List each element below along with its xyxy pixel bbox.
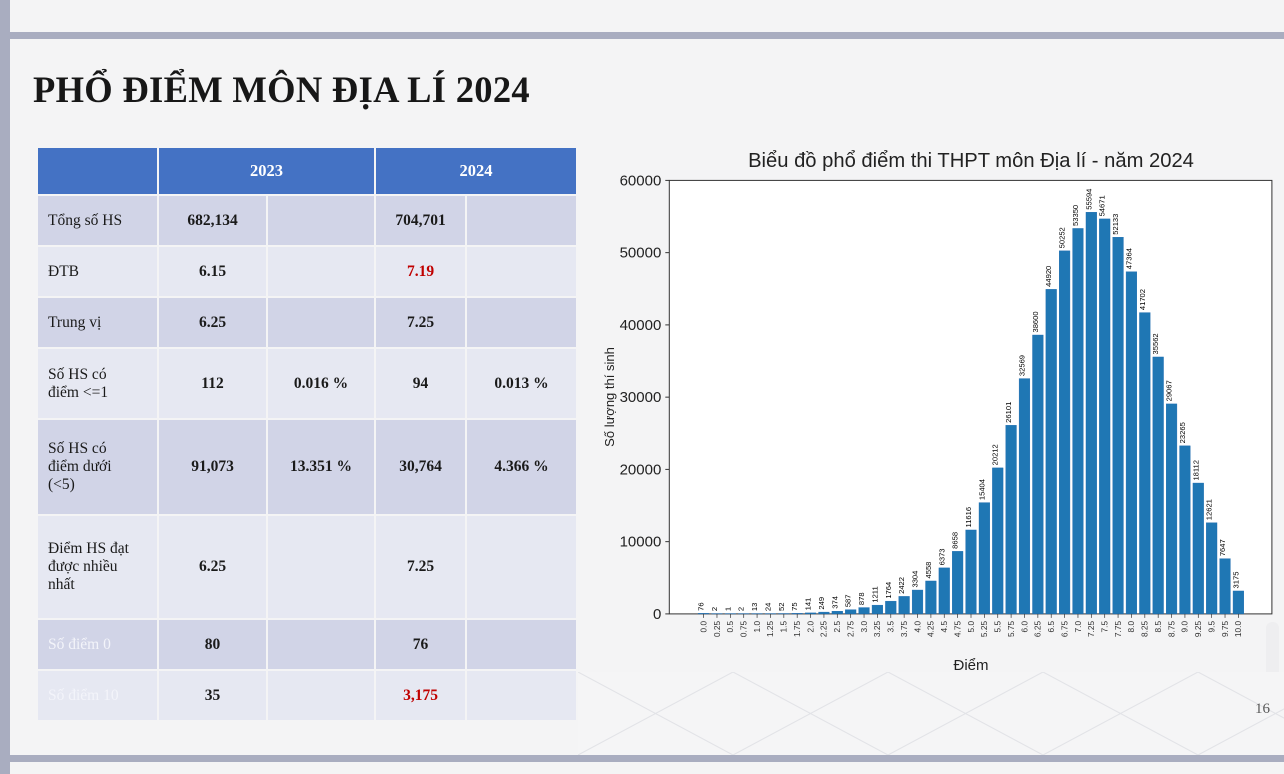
svg-text:41702: 41702 <box>1138 289 1147 310</box>
svg-text:3.5: 3.5 <box>886 621 896 633</box>
svg-text:23265: 23265 <box>1178 422 1187 443</box>
svg-text:3.25: 3.25 <box>872 621 882 638</box>
svg-text:8.5: 8.5 <box>1153 621 1163 633</box>
svg-text:8.25: 8.25 <box>1140 621 1150 638</box>
svg-text:44920: 44920 <box>1044 266 1053 287</box>
svg-text:4.25: 4.25 <box>926 621 936 638</box>
svg-text:5.0: 5.0 <box>966 621 976 633</box>
svg-text:2.25: 2.25 <box>819 621 829 638</box>
svg-text:7.25: 7.25 <box>1086 621 1096 638</box>
svg-text:60000: 60000 <box>620 172 662 189</box>
svg-text:52: 52 <box>777 603 786 611</box>
svg-text:13: 13 <box>750 603 759 611</box>
svg-text:4.0: 4.0 <box>912 621 922 633</box>
svg-text:1.25: 1.25 <box>765 621 775 638</box>
svg-text:Số lượng thí sinh: Số lượng thí sinh <box>602 347 617 447</box>
svg-text:5.75: 5.75 <box>1006 621 1016 638</box>
svg-text:76: 76 <box>697 602 706 610</box>
svg-text:1.0: 1.0 <box>752 621 762 633</box>
svg-text:1: 1 <box>723 607 732 611</box>
svg-text:11616: 11616 <box>964 507 973 528</box>
svg-text:40000: 40000 <box>620 317 662 334</box>
svg-text:32569: 32569 <box>1017 355 1026 376</box>
svg-text:7.75: 7.75 <box>1113 621 1123 638</box>
svg-text:3304: 3304 <box>911 571 920 588</box>
svg-text:0: 0 <box>653 606 661 623</box>
svg-text:9.25: 9.25 <box>1193 621 1203 638</box>
svg-text:24: 24 <box>763 603 772 611</box>
svg-text:0.5: 0.5 <box>725 621 735 633</box>
svg-text:6.75: 6.75 <box>1059 621 1069 638</box>
svg-text:141: 141 <box>804 598 813 611</box>
svg-text:Biểu đồ phổ điểm thi THPT môn: Biểu đồ phổ điểm thi THPT môn Địa lí - n… <box>748 150 1194 172</box>
svg-text:2: 2 <box>737 607 746 611</box>
svg-text:3175: 3175 <box>1231 572 1240 589</box>
svg-text:1.75: 1.75 <box>792 621 802 638</box>
svg-text:47364: 47364 <box>1124 248 1133 269</box>
svg-text:38600: 38600 <box>1031 311 1040 332</box>
svg-text:20000: 20000 <box>620 461 662 478</box>
svg-text:50252: 50252 <box>1058 227 1067 248</box>
svg-text:55594: 55594 <box>1084 189 1093 210</box>
svg-text:30000: 30000 <box>620 389 662 406</box>
svg-text:8658: 8658 <box>951 532 960 549</box>
svg-text:0.25: 0.25 <box>712 621 722 638</box>
svg-text:1.5: 1.5 <box>779 621 789 633</box>
svg-text:10.0: 10.0 <box>1233 621 1243 638</box>
svg-text:52133: 52133 <box>1111 214 1120 235</box>
svg-text:2.75: 2.75 <box>845 621 855 638</box>
svg-text:35562: 35562 <box>1151 333 1160 354</box>
svg-text:4558: 4558 <box>924 562 933 579</box>
svg-text:7.5: 7.5 <box>1100 621 1110 633</box>
svg-text:26101: 26101 <box>1004 402 1013 423</box>
svg-text:587: 587 <box>844 594 853 607</box>
svg-text:53350: 53350 <box>1071 205 1080 226</box>
svg-text:20212: 20212 <box>991 444 1000 465</box>
svg-text:9.75: 9.75 <box>1220 621 1230 638</box>
svg-text:75: 75 <box>790 602 799 610</box>
svg-text:878: 878 <box>857 592 866 605</box>
svg-text:5.5: 5.5 <box>993 621 1003 633</box>
svg-text:2.5: 2.5 <box>832 621 842 633</box>
svg-text:6.0: 6.0 <box>1019 621 1029 633</box>
svg-text:9.5: 9.5 <box>1206 621 1216 633</box>
svg-text:10000: 10000 <box>620 534 662 551</box>
svg-text:50000: 50000 <box>620 245 662 262</box>
svg-text:4.75: 4.75 <box>952 621 962 638</box>
svg-text:0.0: 0.0 <box>698 621 708 633</box>
svg-text:12621: 12621 <box>1205 499 1214 520</box>
svg-text:3.0: 3.0 <box>859 621 869 633</box>
svg-text:8.0: 8.0 <box>1126 621 1136 633</box>
svg-text:2.0: 2.0 <box>805 621 815 633</box>
svg-text:2422: 2422 <box>897 577 906 594</box>
svg-text:6.5: 6.5 <box>1046 621 1056 633</box>
svg-text:1211: 1211 <box>870 586 879 602</box>
svg-text:7647: 7647 <box>1218 539 1227 556</box>
svg-text:5.25: 5.25 <box>979 621 989 638</box>
svg-text:374: 374 <box>830 596 839 609</box>
svg-text:1764: 1764 <box>884 582 893 599</box>
svg-text:249: 249 <box>817 597 826 610</box>
svg-text:6.25: 6.25 <box>1033 621 1043 638</box>
svg-text:0.75: 0.75 <box>739 621 749 638</box>
svg-text:7.0: 7.0 <box>1073 621 1083 633</box>
svg-text:18112: 18112 <box>1191 460 1200 481</box>
svg-text:8.75: 8.75 <box>1166 621 1176 638</box>
svg-text:29067: 29067 <box>1165 380 1174 401</box>
svg-text:54671: 54671 <box>1098 195 1107 216</box>
svg-text:4.5: 4.5 <box>939 621 949 633</box>
svg-text:15404: 15404 <box>977 479 986 500</box>
svg-text:3.75: 3.75 <box>899 621 909 638</box>
svg-text:2: 2 <box>710 607 719 611</box>
svg-text:9.0: 9.0 <box>1180 621 1190 633</box>
svg-text:6373: 6373 <box>937 548 946 565</box>
